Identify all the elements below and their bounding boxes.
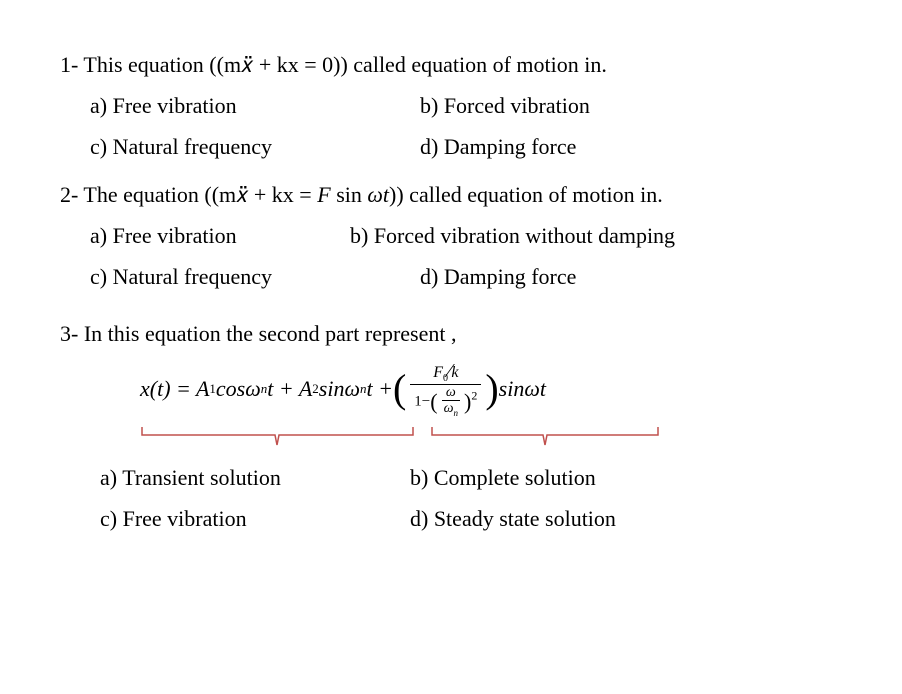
q2-option-b: b) Forced vibration without damping [350, 221, 842, 252]
q3-option-a: a) Transient solution [100, 463, 410, 494]
q2-prompt: 2- The equation ((m𝑥̈ + kx = F sin ωt)) … [60, 180, 842, 211]
q3-den-sq: 2 [471, 388, 477, 402]
q3-option-b: b) Complete solution [410, 463, 842, 494]
q2-prompt-F: F [317, 182, 330, 207]
q2-option-a: a) Free vibration [90, 221, 350, 252]
q3-num-F: F [433, 364, 443, 381]
q3-option-d: d) Steady state solution [410, 504, 842, 535]
q3-option-c: c) Free vibration [100, 504, 410, 535]
q1-options: a) Free vibration b) Forced vibration c)… [60, 91, 842, 163]
question-2: 2- The equation ((m𝑥̈ + kx = F sin ωt)) … [60, 180, 842, 292]
q3-t2: t + [367, 374, 393, 405]
q2-prompt-wt: ωt [367, 182, 389, 207]
q3-cos: cosω [216, 374, 261, 405]
bracket-right [430, 425, 660, 449]
q3-frac-den: 1−( ω ωn )2 [410, 385, 481, 419]
q3-t1: t + A [267, 374, 312, 405]
q3-options: a) Transient solution b) Complete soluti… [60, 463, 842, 535]
q2-option-d: d) Damping force [420, 262, 842, 293]
q2-options: a) Free vibration b) Forced vibration wi… [60, 221, 842, 293]
q3-main-frac: F0⁄k 1−( ω ωn )2 [410, 360, 481, 419]
q3-prompt: 3- In this equation the second part repr… [60, 319, 842, 350]
q1-option-c: c) Natural frequency [90, 132, 420, 163]
q3-inner-den: ωn [442, 401, 460, 419]
q1-option-b: b) Forced vibration [420, 91, 842, 122]
q1-option-a: a) Free vibration [90, 91, 420, 122]
q1-prompt-post: called equation of motion in. [348, 52, 607, 77]
q3-den-lp: ( [430, 389, 437, 414]
q1-prompt-eq: ((m𝑥̈ + kx = 0)) [209, 52, 348, 77]
q3-brackets [140, 425, 740, 449]
q2-option-c: c) Natural frequency [90, 262, 420, 293]
q3-num-k: k [451, 364, 458, 381]
q2-prompt-mid: sin [331, 182, 368, 207]
q1-option-d: d) Damping force [420, 132, 842, 163]
q3-inner-frac: ω ωn [442, 385, 460, 419]
q3-inner-den-w: ω [444, 401, 454, 416]
q1-prompt: 1- This equation ((m𝑥̈ + kx = 0)) called… [60, 50, 842, 81]
q2-prompt-pre: 2- The equation ((m𝑥̈ + kx = [60, 182, 317, 207]
q3-lhs: x(t) = A [140, 374, 209, 405]
q3-tail: sinωt [499, 374, 546, 405]
q3-frac-num: F0⁄k [410, 360, 481, 385]
q1-prompt-pre: 1- This equation [60, 52, 209, 77]
bracket-left [140, 425, 415, 449]
q3-inner-num: ω [442, 385, 460, 401]
q3-den-1minus: 1− [414, 393, 430, 409]
q3-sin: sinω [319, 374, 360, 405]
question-1: 1- This equation ((m𝑥̈ + kx = 0)) called… [60, 50, 842, 162]
q3-equation: x(t) = A1cosωnt + A2sinωnt + ( F0⁄k 1−( … [140, 360, 842, 419]
question-3: 3- In this equation the second part repr… [60, 319, 842, 535]
q2-prompt-post: )) called equation of motion in. [389, 182, 663, 207]
q3-inner-den-n: n [453, 408, 458, 418]
